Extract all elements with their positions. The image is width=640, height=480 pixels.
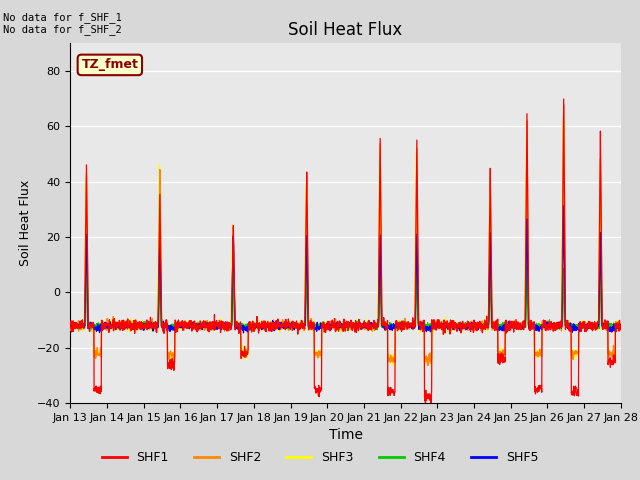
SHF2 bbox=[560, 102, 568, 108]
Line: SHF5: SHF5 bbox=[70, 205, 621, 333]
SHF4 bbox=[220, 325, 228, 331]
SHF2 bbox=[362, 324, 369, 330]
SHF4 bbox=[374, 324, 381, 329]
SHF4 bbox=[486, 262, 494, 268]
SHF5 bbox=[506, 322, 513, 328]
SHF1 bbox=[584, 322, 592, 328]
SHF1 bbox=[506, 327, 513, 333]
Legend: SHF1, SHF2, SHF3, SHF4, SHF5: SHF1, SHF2, SHF3, SHF4, SHF5 bbox=[97, 446, 543, 469]
SHF5 bbox=[617, 322, 625, 327]
SHF2 bbox=[506, 323, 513, 328]
SHF2 bbox=[220, 323, 228, 329]
Line: SHF2: SHF2 bbox=[70, 105, 621, 366]
SHF3 bbox=[389, 363, 397, 369]
Line: SHF3: SHF3 bbox=[70, 121, 621, 366]
SHF1 bbox=[362, 323, 369, 328]
Y-axis label: Soil Heat Flux: Soil Heat Flux bbox=[19, 180, 31, 266]
SHF3 bbox=[569, 352, 577, 358]
SHF3 bbox=[506, 324, 513, 329]
SHF5 bbox=[220, 320, 228, 325]
SHF3 bbox=[559, 119, 567, 124]
SHF3 bbox=[362, 327, 369, 333]
SHF5 bbox=[374, 321, 381, 327]
SHF3 bbox=[220, 323, 228, 328]
X-axis label: Time: Time bbox=[328, 429, 363, 443]
SHF4 bbox=[67, 323, 74, 328]
SHF3 bbox=[67, 319, 74, 324]
Line: SHF4: SHF4 bbox=[70, 265, 621, 330]
SHF1 bbox=[220, 325, 228, 331]
SHF3 bbox=[617, 323, 625, 329]
SHF2 bbox=[374, 324, 381, 330]
SHF1 bbox=[617, 323, 625, 328]
SHF1 bbox=[67, 318, 74, 324]
SHF1 bbox=[422, 402, 429, 408]
SHF4 bbox=[584, 325, 592, 331]
SHF5 bbox=[584, 323, 592, 328]
Text: No data for f_SHF_1
No data for f_SHF_2: No data for f_SHF_1 No data for f_SHF_2 bbox=[3, 12, 122, 36]
SHF4 bbox=[362, 324, 369, 330]
SHF5 bbox=[67, 322, 74, 328]
SHF1 bbox=[374, 324, 381, 329]
SHF1 bbox=[560, 96, 568, 102]
SHF1 bbox=[569, 391, 577, 397]
SHF4 bbox=[506, 324, 514, 330]
Line: SHF1: SHF1 bbox=[70, 99, 621, 405]
SHF2 bbox=[67, 324, 74, 329]
Title: Soil Heat Flux: Soil Heat Flux bbox=[289, 21, 403, 39]
SHF5 bbox=[569, 325, 577, 331]
SHF2 bbox=[569, 348, 577, 353]
SHF4 bbox=[617, 322, 625, 327]
SHF2 bbox=[424, 363, 432, 369]
SHF3 bbox=[374, 322, 381, 328]
SHF5 bbox=[239, 330, 247, 336]
SHF5 bbox=[362, 322, 369, 327]
SHF4 bbox=[569, 322, 577, 327]
SHF3 bbox=[584, 324, 592, 329]
SHF2 bbox=[584, 323, 592, 329]
SHF2 bbox=[617, 323, 625, 329]
SHF5 bbox=[560, 203, 568, 208]
SHF4 bbox=[373, 327, 381, 333]
Text: TZ_fmet: TZ_fmet bbox=[81, 59, 138, 72]
